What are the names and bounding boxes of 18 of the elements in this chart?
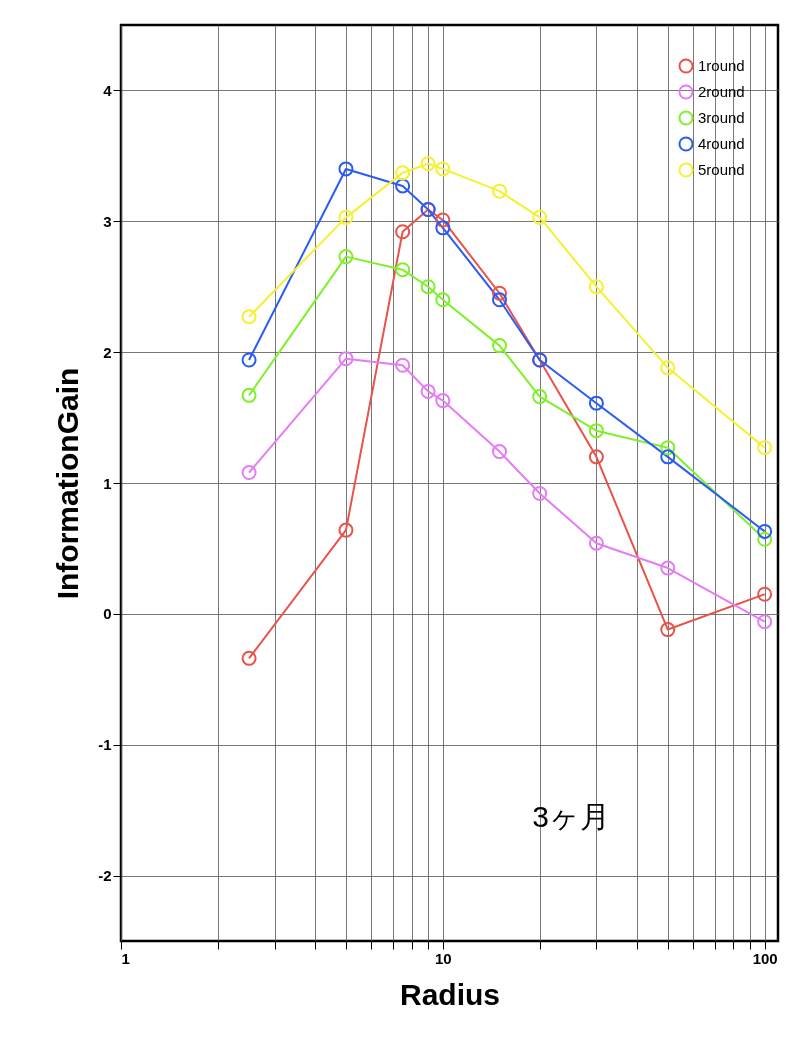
- annotation: 3ヶ月: [532, 800, 610, 833]
- x-tick-label: 100: [752, 949, 778, 967]
- legend-label: 5round: [698, 161, 745, 178]
- x-tick-label: 10: [435, 949, 452, 967]
- x-axis-title: Radius: [399, 977, 501, 1011]
- y-tick-label: 1: [103, 474, 112, 492]
- legend-label: 3round: [698, 109, 745, 126]
- legend-label: 1round: [698, 57, 745, 74]
- y-tick-label: 0: [103, 605, 112, 623]
- y-axis-title: InformationGain: [51, 367, 85, 600]
- y-tick-label: -1: [98, 736, 112, 754]
- legend-label: 4round: [698, 135, 745, 152]
- x-tick-label: 1: [121, 949, 130, 967]
- y-tick-label: 2: [103, 343, 112, 361]
- y-tick-label: -2: [98, 867, 112, 885]
- y-tick-label: 3: [103, 212, 112, 230]
- y-tick-label: 4: [103, 81, 113, 99]
- legend-label: 2round: [698, 83, 745, 100]
